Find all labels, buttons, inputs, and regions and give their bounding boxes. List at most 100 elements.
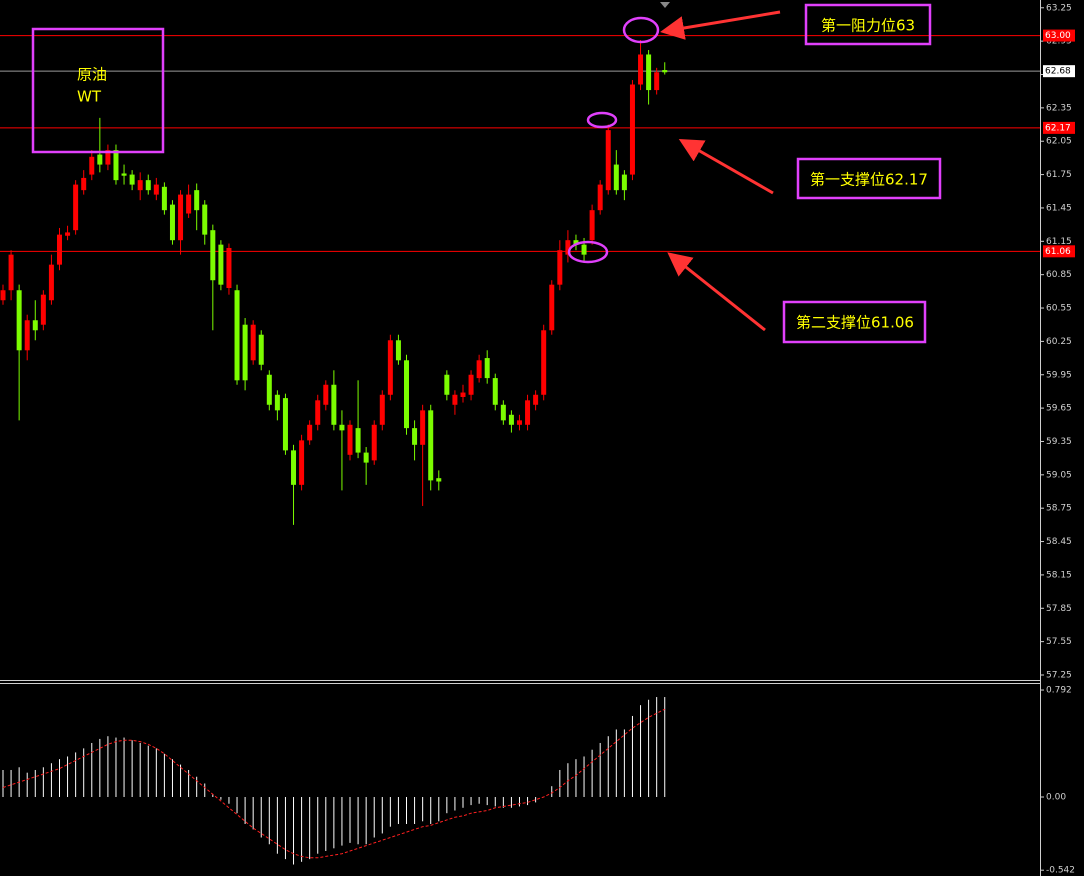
candle-body <box>291 450 297 485</box>
candle-body <box>541 330 547 395</box>
candle-body <box>89 156 95 175</box>
highlight-ellipse <box>586 111 618 129</box>
candle-body <box>468 374 474 395</box>
level-label: 62.68 <box>1045 67 1071 77</box>
candle-body <box>476 360 482 379</box>
candle-body <box>662 70 668 73</box>
y-tick-label: 63.25 <box>1046 3 1072 13</box>
candle-body <box>137 180 143 191</box>
candle-body <box>218 244 224 285</box>
candle-body <box>250 324 256 361</box>
candle-body <box>40 294 46 325</box>
candle-body <box>638 54 644 85</box>
candle-body <box>355 428 361 453</box>
candle-body <box>282 398 288 451</box>
candle-body <box>444 374 450 395</box>
candle-body <box>412 428 418 445</box>
annotation: 第一阻力位63 <box>821 17 915 35</box>
level-label: 62.17 <box>1045 123 1071 133</box>
candle-body <box>299 440 305 485</box>
y-tick-label: 61.75 <box>1046 170 1072 180</box>
y-tick-label: 61.45 <box>1046 203 1072 213</box>
arrow <box>660 10 781 40</box>
candle-body <box>581 244 587 255</box>
candle-body <box>621 174 627 191</box>
candle-body <box>153 184 159 195</box>
candle-body <box>234 290 240 381</box>
candle-body <box>508 414 514 425</box>
candle-body <box>274 394 280 411</box>
candle-body <box>395 340 401 361</box>
candle-body <box>525 400 531 425</box>
candle-body <box>460 392 466 397</box>
candle-body <box>73 184 79 231</box>
candle-body <box>516 420 522 425</box>
candle-body <box>32 320 38 331</box>
candle-body <box>97 154 103 165</box>
candle-body <box>654 72 660 91</box>
y-tick-label: 61.15 <box>1046 237 1072 247</box>
y-tick-label: 59.05 <box>1046 470 1072 480</box>
candle-body <box>420 410 426 445</box>
y-tick-label: 58.15 <box>1046 570 1072 580</box>
y-tick-label: 60.85 <box>1046 270 1072 280</box>
level-label-bg <box>1043 121 1075 134</box>
y-tick-label: 60.55 <box>1046 304 1072 314</box>
shift-marker <box>660 2 670 8</box>
candle-body <box>194 190 200 211</box>
annotation-box <box>782 300 927 344</box>
label-box <box>31 27 165 154</box>
level-label-bg <box>1043 245 1075 258</box>
y-tick-label: 62.35 <box>1046 103 1072 113</box>
candle-body <box>339 424 345 431</box>
y-tick-label: 60.25 <box>1046 337 1072 347</box>
y-tick-label: 57.55 <box>1046 637 1072 647</box>
candle-body <box>16 290 22 351</box>
candle-body <box>315 400 321 425</box>
y-tick-label: 59.35 <box>1046 437 1072 447</box>
candle-body <box>404 360 409 429</box>
candle-body <box>646 54 652 91</box>
candle-body <box>331 384 337 425</box>
level-label: 63.00 <box>1045 31 1071 41</box>
candle-body <box>452 394 458 405</box>
level-label: 61.06 <box>1045 247 1071 257</box>
candle-body <box>56 234 62 265</box>
candle-body <box>81 177 87 191</box>
annotation-box <box>796 157 942 200</box>
candle-body <box>387 340 393 395</box>
annotation: 第一支撑位62.17 <box>810 171 928 189</box>
y-tick-label: 0.00 <box>1046 792 1066 802</box>
candle-body <box>307 424 313 441</box>
candle-body <box>371 424 377 461</box>
subtitle: WT <box>77 88 102 106</box>
candle-body <box>492 378 498 405</box>
candle-body <box>145 180 151 191</box>
candle-body <box>565 240 571 255</box>
y-tick-label: 57.85 <box>1046 604 1072 614</box>
candle-body <box>105 150 111 165</box>
highlight-ellipse <box>622 16 660 44</box>
annotation: 第二支撑位61.06 <box>796 314 914 332</box>
candle-body <box>484 358 490 379</box>
candle-body <box>266 374 272 405</box>
candle-body <box>379 394 385 425</box>
candle-body <box>24 320 30 351</box>
y-tick-label: 57.25 <box>1046 670 1072 680</box>
arrow <box>667 252 766 332</box>
y-tick-label: 58.75 <box>1046 504 1072 514</box>
y-tick-label: -0.542 <box>1046 866 1075 876</box>
candle-body <box>605 130 611 191</box>
candle-body <box>573 240 579 245</box>
highlight-ellipse <box>567 240 609 264</box>
y-tick-label: 59.95 <box>1046 370 1072 380</box>
title: 原油 <box>77 66 107 84</box>
candle-body <box>0 290 6 301</box>
candle-body <box>113 150 119 181</box>
candle-body <box>613 164 619 191</box>
candle-body <box>363 452 369 463</box>
candle-body <box>186 194 192 214</box>
y-tick-label: 58.45 <box>1046 537 1072 547</box>
candle-body <box>129 174 135 185</box>
candle-body <box>169 204 175 241</box>
